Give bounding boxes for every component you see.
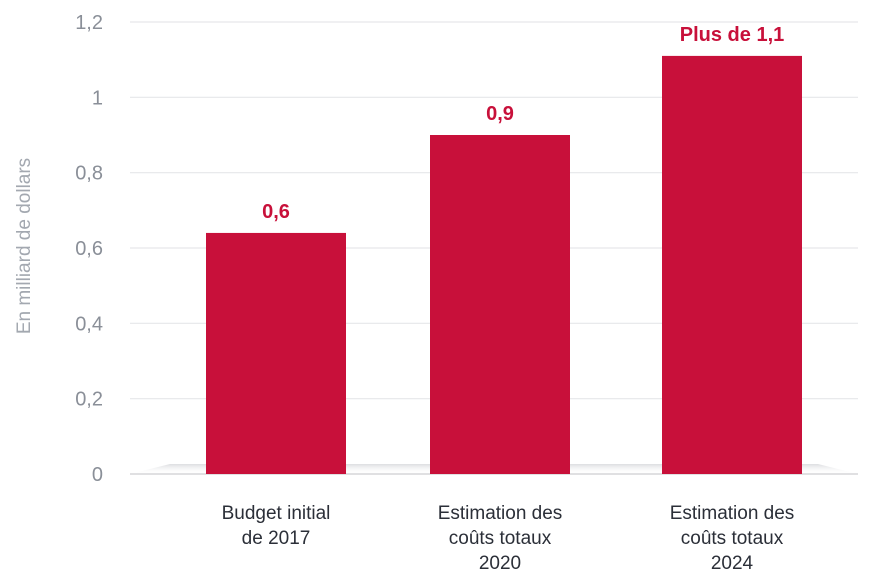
x-category-label: Estimation des bbox=[670, 503, 795, 524]
bar bbox=[662, 55, 802, 475]
data-labels: 0,6 0,9 Plus de 1,1 bbox=[262, 24, 784, 223]
x-category-label: 2024 bbox=[711, 553, 754, 574]
x-category-label: 2020 bbox=[479, 553, 521, 574]
y-axis-label: En milliard de dollars bbox=[14, 158, 35, 334]
x-category-label: de 2017 bbox=[242, 528, 311, 549]
bars bbox=[206, 55, 802, 475]
bar bbox=[430, 135, 570, 474]
y-tick-label: 0,8 bbox=[75, 163, 103, 185]
y-tick-label: 0 bbox=[92, 464, 103, 486]
x-category-label: Estimation des bbox=[438, 503, 563, 524]
x-category-label: Budget initial bbox=[222, 503, 331, 524]
x-category-label: coûts totaux bbox=[449, 528, 552, 549]
y-tick-label: 0,6 bbox=[75, 238, 103, 260]
x-category-label: coûts totaux bbox=[681, 528, 784, 549]
y-tick-label: 1 bbox=[92, 87, 103, 109]
y-tick-label: 0,4 bbox=[75, 313, 103, 335]
x-axis-categories: Budget initial de 2017 Estimation des coûts… bbox=[222, 503, 795, 574]
y-tick-label: 0,2 bbox=[75, 389, 103, 411]
bar bbox=[206, 232, 346, 474]
y-tick-label: 1,2 bbox=[75, 12, 103, 34]
y-axis-ticks: 0 0,2 0,4 0,6 0,8 1 1,2 bbox=[75, 12, 103, 486]
data-label: 0,9 bbox=[486, 103, 514, 125]
data-label: 0,6 bbox=[262, 201, 290, 223]
data-label: Plus de 1,1 bbox=[680, 24, 785, 46]
